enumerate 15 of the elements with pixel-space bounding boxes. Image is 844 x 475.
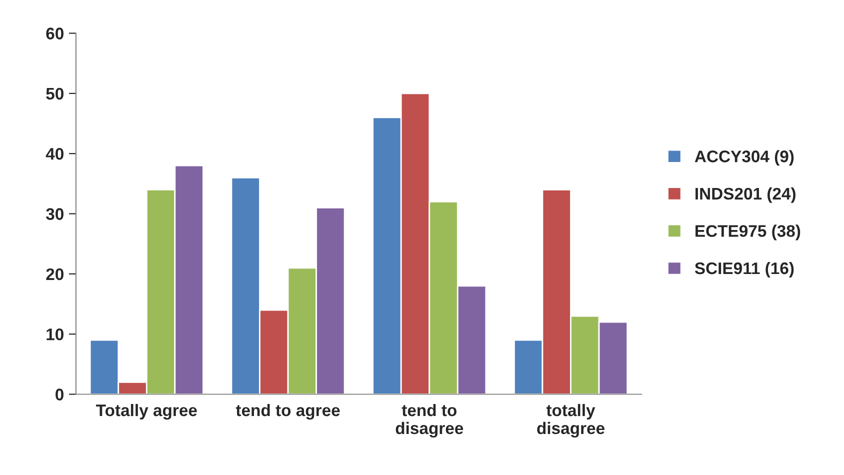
- y-tick-label: 10: [46, 328, 64, 340]
- x-tick-label: totally disagree: [537, 404, 604, 438]
- y-tick-label: 40: [46, 148, 64, 160]
- y-tick-label: 30: [46, 208, 64, 220]
- legend-label: INDS201 (24): [696, 187, 796, 203]
- legend-label: ACCY304 (9): [694, 150, 794, 166]
- y-tick-label: 50: [46, 88, 64, 100]
- y-tick-label: 20: [46, 268, 64, 280]
- x-tick-label: tend to disagree: [396, 404, 464, 438]
- legend-label: SCIE911 (16): [694, 262, 794, 278]
- x-tick-label: Totally agree: [96, 404, 197, 420]
- legend-label: ECTE975 (38): [696, 224, 800, 240]
- y-tick-label: 0: [56, 388, 64, 400]
- x-tick-label: tend to agree: [236, 404, 340, 420]
- y-tick-label: 60: [46, 28, 64, 40]
